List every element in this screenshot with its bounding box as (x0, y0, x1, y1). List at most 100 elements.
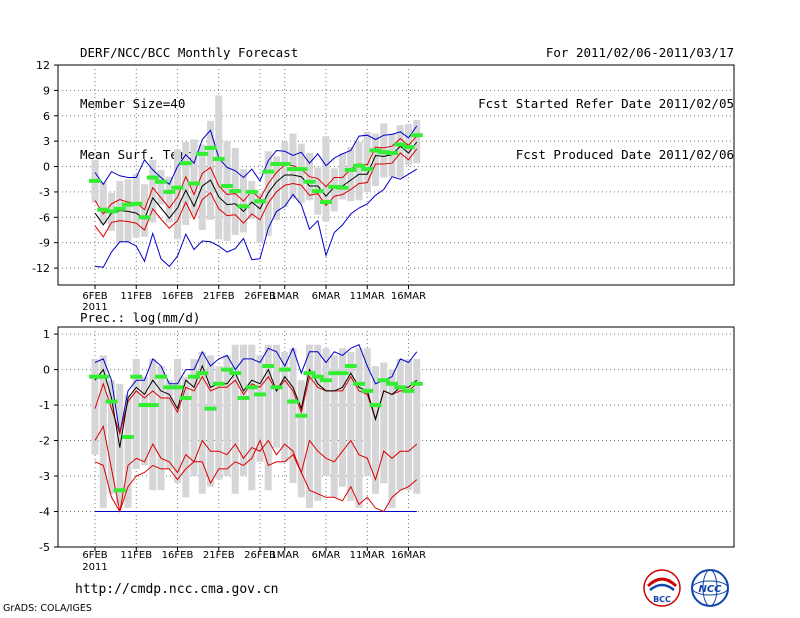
prec-box (289, 348, 297, 484)
temp-ytick-label: -12 (32, 262, 50, 275)
prec-median-mark (369, 403, 382, 408)
temp-box (116, 180, 124, 244)
prec-median-mark (377, 378, 390, 383)
prec-xtick-label: 16MAR (391, 550, 426, 561)
prec-xtick-label: 6FEB (82, 550, 107, 561)
prec-xtick-sublabel: 2011 (82, 562, 107, 573)
prec-median-mark (122, 435, 134, 439)
prec-median-mark (278, 367, 291, 372)
prec-xtick-label: 16FEB (162, 550, 194, 561)
temp-median-mark (353, 163, 365, 168)
prec-box (198, 351, 206, 494)
prec-median-mark (353, 381, 365, 386)
temp-xtick-label: 26FEB (244, 291, 276, 302)
prec-box (355, 348, 363, 508)
temp-box (132, 174, 140, 238)
prec-box (190, 358, 198, 477)
prec-box (330, 355, 338, 498)
temp-inner-lower-line (94, 148, 418, 238)
prec-box (165, 380, 173, 469)
temp-median-mark (369, 148, 382, 153)
prec-box (215, 366, 223, 480)
prec-median-mark (155, 374, 167, 379)
prec-frame (57, 326, 735, 548)
prec-median-mark (328, 371, 341, 376)
temp-median-mark (122, 202, 134, 207)
source-url[interactable]: http://cmdp.ncc.cma.gov.cn (75, 582, 279, 597)
bcc-logo-text: BCC (653, 595, 671, 604)
prec-xtick-label: 21FEB (203, 550, 235, 561)
temp-box (207, 120, 214, 220)
prec-median-mark (287, 399, 299, 404)
temp-outer-upper-line (94, 125, 418, 186)
prec-median-mark (163, 385, 176, 390)
temp-median-mark (221, 184, 233, 188)
prec-box (223, 355, 231, 477)
temp-median-mark (146, 175, 159, 180)
temp-median-mark (254, 199, 266, 204)
prec-box (380, 362, 388, 484)
prec-ytick-label: 1 (43, 328, 50, 341)
temp-frame (57, 64, 735, 286)
prec-inner-lower2-line (94, 439, 418, 513)
temp-box (273, 156, 280, 220)
prec-box (306, 344, 313, 508)
temp-median-mark (287, 167, 299, 172)
grads-credit: GrADS: COLA/IGES (3, 603, 92, 614)
temp-box (174, 149, 181, 240)
temp-ytick-label: -6 (39, 211, 50, 224)
temp-xtick-label: 16FEB (162, 291, 194, 302)
prec-median-mark (262, 364, 275, 369)
prec-box (372, 366, 379, 494)
temp-median-mark (138, 215, 151, 220)
prec-median-mark (386, 381, 398, 386)
temp-ytick-label: -9 (39, 237, 50, 250)
prec-median-mark (146, 403, 159, 408)
temp-median-mark (229, 189, 242, 194)
temp-ytick-label: 12 (36, 59, 50, 72)
temp-box (165, 176, 173, 223)
prec-box (124, 394, 132, 508)
produced-date: Fcst Produced Date 2011/02/06 (515, 147, 734, 162)
prec-ytick-label: -4 (39, 506, 50, 519)
prec-box (396, 358, 404, 491)
temp-xtick-label: 1MAR (270, 291, 299, 302)
prec-box (363, 348, 371, 477)
temp-box (405, 124, 412, 165)
prec-median-mark (270, 385, 283, 390)
temp-box (149, 159, 157, 223)
ncc-logo-text: NCC (698, 584, 722, 595)
temp-median-mark (163, 189, 176, 194)
temp-median-mark (105, 209, 118, 214)
temp-box (215, 95, 223, 240)
temp-median-mark (212, 156, 225, 161)
temp-box (355, 142, 363, 201)
prec-ytick-label: 0 (43, 364, 50, 377)
prec-median-mark (237, 395, 250, 400)
prec-box (322, 348, 330, 477)
bcc-logo-icon: BCC (643, 569, 681, 607)
prec-box (405, 358, 412, 491)
prec-median-mark (171, 385, 184, 390)
temp-box (372, 133, 379, 186)
prec-median-mark (204, 406, 217, 411)
prec-median-mark (311, 374, 324, 379)
temp-median-mark (245, 189, 258, 194)
temp-xtick-label: 11FEB (120, 291, 152, 302)
temp-median-mark (336, 185, 349, 190)
temp-median-mark (237, 204, 250, 209)
temp-median-mark (320, 200, 332, 205)
temp-xtick-label: 16MAR (391, 291, 426, 302)
temp-median-mark (361, 167, 374, 172)
prec-box (149, 358, 157, 491)
forecast-range: For 2011/02/06-2011/03/17 (545, 45, 734, 60)
temp-box (322, 136, 330, 222)
prec-median-mark (188, 374, 200, 379)
prec-median-mark (89, 374, 101, 379)
prec-median-mark (254, 392, 266, 397)
prec-median-mark (245, 385, 258, 390)
temp-mean-line (94, 141, 418, 226)
temp-median-mark (130, 201, 143, 206)
